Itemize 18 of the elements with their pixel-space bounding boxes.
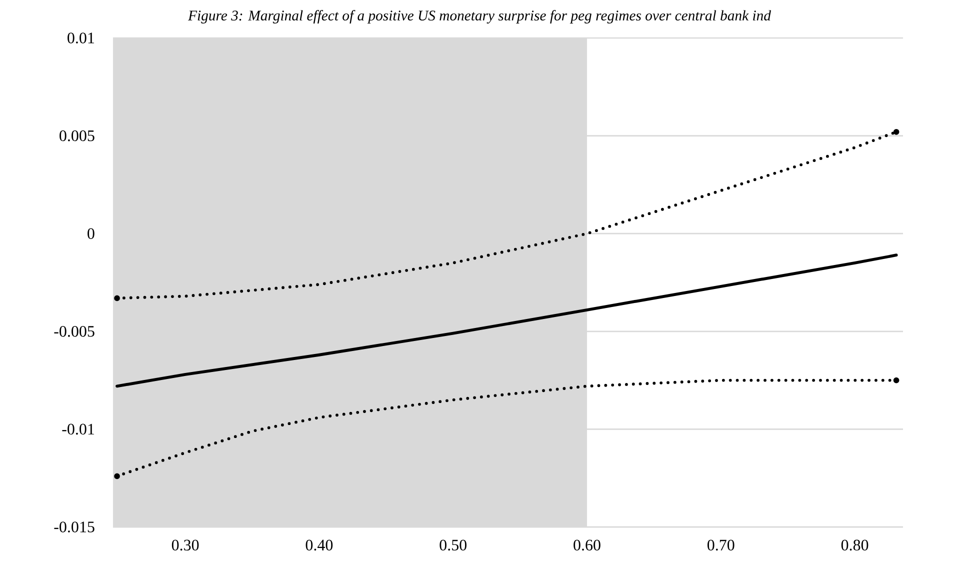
y-tick-label: -0.005 xyxy=(54,326,94,337)
y-tick-label: 0 xyxy=(88,228,94,239)
point xyxy=(114,473,120,480)
x-tick-label: 0.40 xyxy=(306,540,333,551)
y-tick-label: 0.01 xyxy=(68,32,94,44)
y-tick-label: -0.015 xyxy=(54,522,94,532)
x-tick-label: 0.60 xyxy=(574,540,600,551)
x-tick-label: 0.30 xyxy=(172,540,199,551)
line-series xyxy=(116,254,898,388)
y-tick-label: 0.005 xyxy=(60,130,94,142)
y-tick-label: -0.01 xyxy=(62,424,94,435)
x-tick-label: 0.70 xyxy=(708,540,734,551)
x-tick-label: 0.80 xyxy=(841,540,868,551)
chart-title: Figure 3: Marginal effect of a positive US monetary surprise for peg regimes over central bank ind xyxy=(188,10,772,24)
x-tick-label: 0.50 xyxy=(440,540,466,551)
point xyxy=(893,377,900,384)
point xyxy=(893,128,900,135)
point xyxy=(114,295,120,302)
